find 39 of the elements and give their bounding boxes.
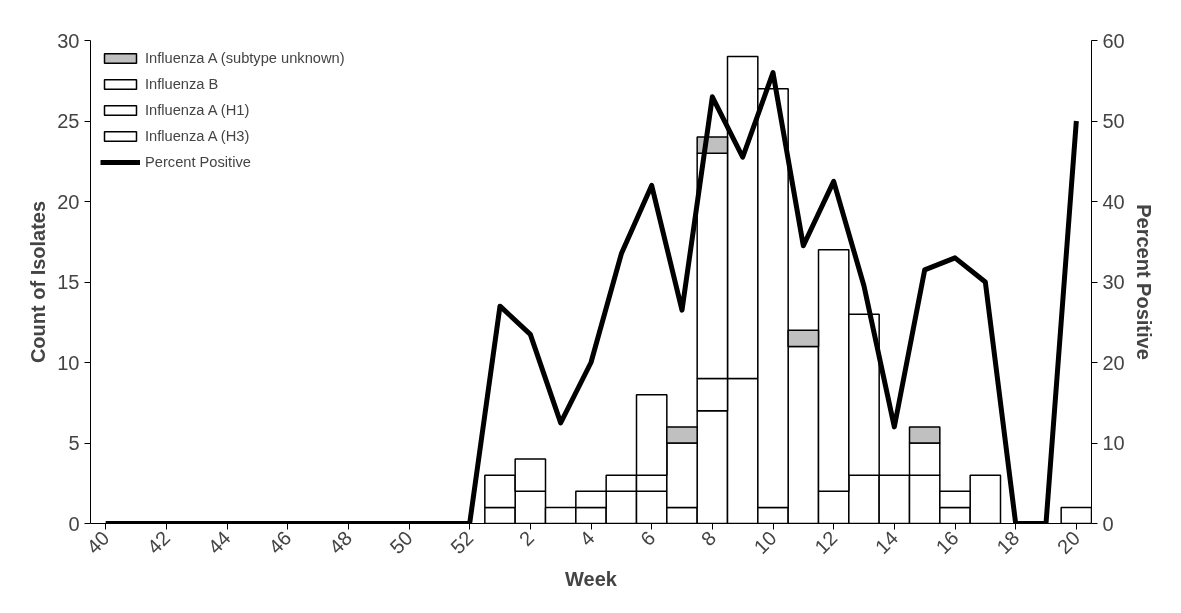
y2-axis-title: Percent Positive xyxy=(1132,204,1155,360)
y2-tick-label: 40 xyxy=(1102,190,1125,213)
y2-tick-label: 50 xyxy=(1102,110,1125,132)
y2-tick-label: 30 xyxy=(1102,271,1125,293)
x-tick-label: 18 xyxy=(992,526,1024,559)
x-tick-label: 42 xyxy=(142,526,175,559)
x-tick-label: 2 xyxy=(514,526,539,551)
legend-label: Influenza B xyxy=(145,76,219,92)
y-tick-label: 0 xyxy=(68,512,80,535)
legend-label: Influenza A (subtype unknown) xyxy=(145,50,345,66)
y-tick-label: 25 xyxy=(57,110,80,132)
y2-tick-label: 60 xyxy=(1102,29,1125,52)
x-tick-label: 8 xyxy=(696,526,721,551)
legend-label: Influenza A (H1) xyxy=(145,102,250,118)
y-tick-label: 5 xyxy=(68,432,80,454)
x-tick-label: 16 xyxy=(931,526,963,559)
x-tick-label: 10 xyxy=(749,526,781,559)
y2-tick-label: 0 xyxy=(1102,512,1114,535)
x-tick-label: 50 xyxy=(385,526,417,559)
y-tick-label: 10 xyxy=(57,351,80,374)
x-tick-label: 46 xyxy=(264,526,296,559)
legend-label: Percent Positive xyxy=(145,154,251,170)
x-tick-label: 20 xyxy=(1052,526,1085,559)
x-axis-title: Week xyxy=(565,568,618,591)
x-tick-label: 12 xyxy=(810,526,842,559)
y-tick-label: 20 xyxy=(57,190,80,213)
x-tick-label: 52 xyxy=(446,526,478,559)
y-tick-label: 15 xyxy=(57,271,80,293)
x-tick-label: 40 xyxy=(82,526,114,559)
y2-tick-label: 20 xyxy=(1102,351,1125,374)
x-tick-label: 48 xyxy=(324,526,357,559)
y-axis-title: Count of Isolates xyxy=(27,200,50,364)
y2-tick-label: 10 xyxy=(1102,432,1125,454)
x-tick-label: 4 xyxy=(575,526,599,551)
x-tick-label: 14 xyxy=(870,526,903,559)
y-tick-label: 30 xyxy=(57,29,80,52)
x-tick-label: 44 xyxy=(203,526,235,559)
legend-label: Influenza A (H3) xyxy=(145,128,250,144)
x-tick-label: 6 xyxy=(636,526,660,551)
